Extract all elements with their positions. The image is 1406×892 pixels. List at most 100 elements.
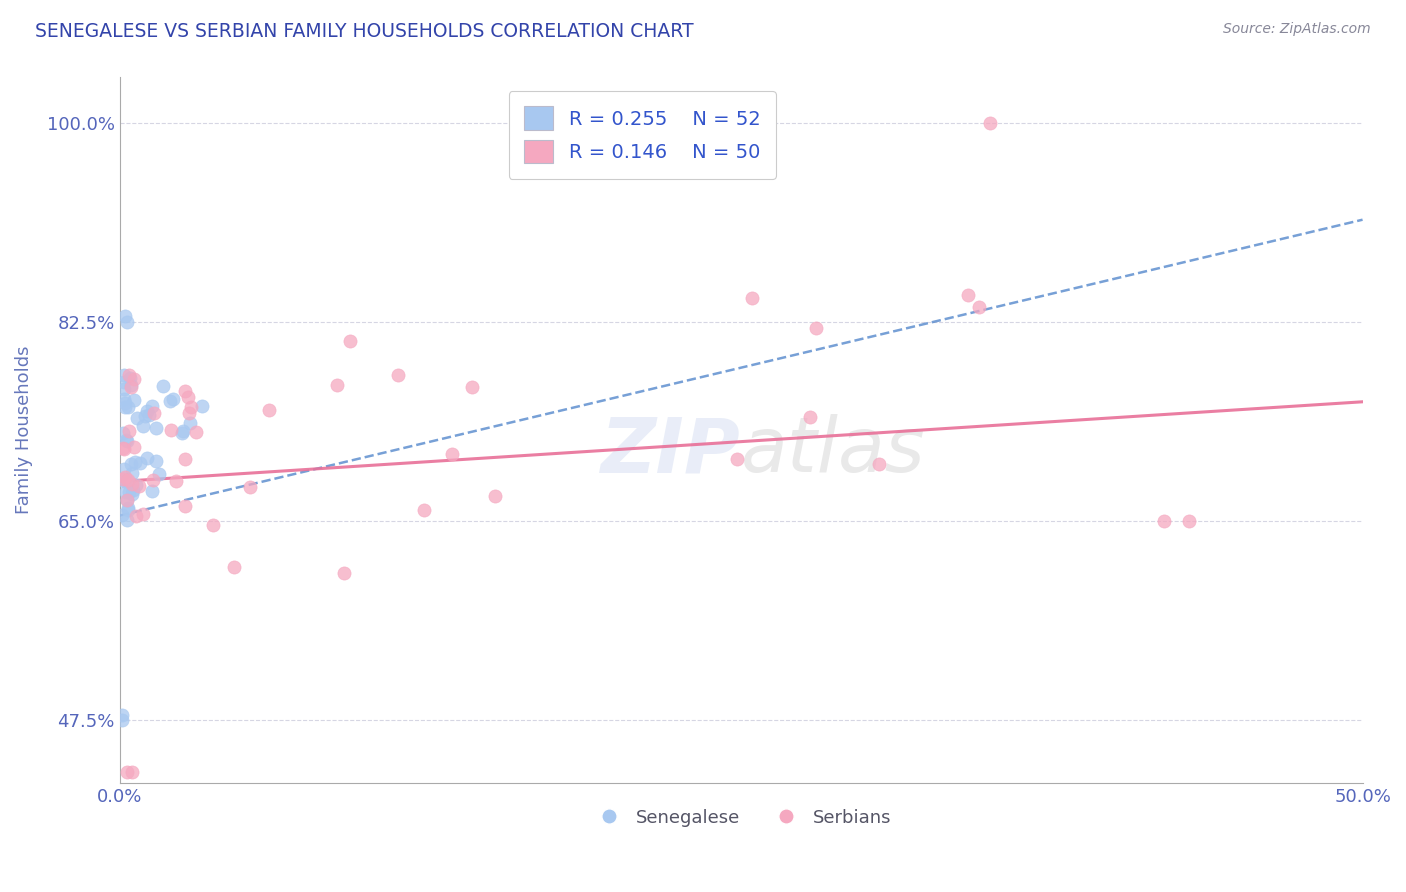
Point <box>114 395 136 409</box>
Point <box>128 479 150 493</box>
Point <box>979 116 1001 130</box>
Point <box>117 400 139 414</box>
Point <box>125 478 148 492</box>
Point <box>142 406 165 420</box>
Point <box>159 393 181 408</box>
Point <box>121 764 143 779</box>
Point <box>184 425 207 440</box>
Point <box>127 411 149 425</box>
Point <box>121 477 143 491</box>
Point <box>132 419 155 434</box>
Point <box>136 450 159 465</box>
Point <box>173 451 195 466</box>
Point <box>145 420 167 434</box>
Point <box>202 518 225 533</box>
Point <box>111 508 134 522</box>
Point <box>162 392 184 407</box>
Point <box>804 321 827 335</box>
Point <box>118 424 141 438</box>
Point <box>115 764 138 779</box>
Point <box>122 393 145 408</box>
Point <box>118 371 141 385</box>
Point <box>148 467 170 481</box>
Point <box>868 457 890 471</box>
Point <box>141 399 163 413</box>
Point <box>115 484 138 499</box>
Point <box>173 384 195 399</box>
Point <box>152 379 174 393</box>
Point <box>112 461 135 475</box>
Point <box>165 474 187 488</box>
Point <box>239 480 262 494</box>
Point <box>145 454 167 468</box>
Point <box>124 454 146 468</box>
Point <box>117 492 139 507</box>
Point <box>339 334 361 348</box>
Legend: Senegalese, Serbians: Senegalese, Serbians <box>583 802 898 834</box>
Point <box>112 474 135 488</box>
Point <box>484 489 506 503</box>
Point <box>1177 514 1199 528</box>
Point <box>117 473 139 487</box>
Point <box>114 310 136 324</box>
Point <box>967 301 990 315</box>
Point <box>117 503 139 517</box>
Point <box>114 470 136 484</box>
Point <box>118 368 141 383</box>
Point <box>177 406 200 420</box>
Point <box>461 379 484 393</box>
Point <box>160 423 183 437</box>
Point <box>115 493 138 508</box>
Point <box>131 507 153 521</box>
Point <box>134 409 156 423</box>
Point <box>441 447 464 461</box>
Point <box>257 403 280 417</box>
Point <box>142 473 165 487</box>
Point <box>120 378 142 392</box>
Point <box>177 390 200 404</box>
Point <box>741 291 763 305</box>
Point <box>117 501 139 516</box>
Point <box>112 442 135 456</box>
Point <box>121 466 143 480</box>
Point <box>122 440 145 454</box>
Point <box>114 473 136 487</box>
Point <box>112 392 135 406</box>
Point <box>115 434 138 448</box>
Text: ZIP: ZIP <box>602 415 741 489</box>
Text: Source: ZipAtlas.com: Source: ZipAtlas.com <box>1223 22 1371 37</box>
Y-axis label: Family Households: Family Households <box>15 346 32 515</box>
Point <box>191 399 214 413</box>
Point <box>122 372 145 386</box>
Point <box>118 485 141 500</box>
Point <box>115 315 138 329</box>
Point <box>799 410 821 425</box>
Point <box>325 378 347 392</box>
Point <box>957 288 980 302</box>
Point <box>114 400 136 414</box>
Point <box>179 417 201 431</box>
Point <box>121 487 143 501</box>
Point <box>120 380 142 394</box>
Point <box>115 513 138 527</box>
Point <box>135 403 157 417</box>
Point <box>128 456 150 470</box>
Point <box>180 400 202 414</box>
Point <box>120 457 142 471</box>
Point <box>222 559 245 574</box>
Point <box>111 707 134 722</box>
Point <box>387 368 409 382</box>
Point <box>173 499 195 513</box>
Point <box>112 368 135 383</box>
Point <box>125 508 148 523</box>
Point <box>138 409 160 423</box>
Point <box>111 441 134 455</box>
Point <box>112 382 135 396</box>
Point <box>172 424 194 438</box>
Point <box>117 434 139 448</box>
Point <box>112 376 135 390</box>
Point <box>1153 514 1175 528</box>
Point <box>111 472 134 486</box>
Point <box>122 483 145 497</box>
Point <box>111 425 134 440</box>
